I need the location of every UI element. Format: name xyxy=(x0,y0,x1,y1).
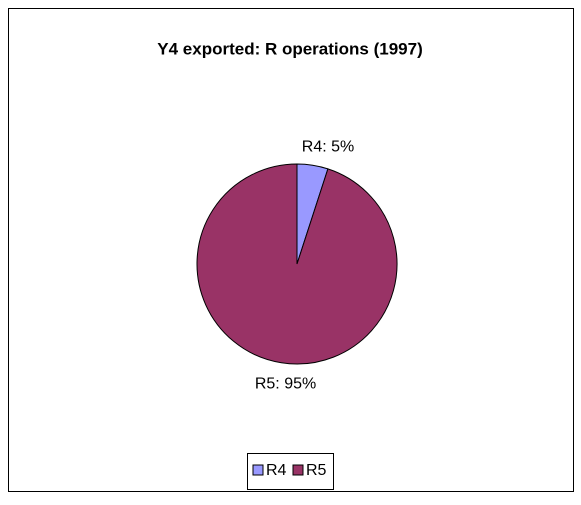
legend-label: R5 xyxy=(306,462,327,479)
pie-slice xyxy=(196,163,398,365)
chart-title: Y4 exported: R operations (1997) xyxy=(157,39,422,58)
data-label: R4: 5% xyxy=(302,139,354,156)
legend: R4 R5 xyxy=(247,453,334,490)
data-label: R5: 95% xyxy=(255,376,316,393)
legend-swatch xyxy=(252,464,264,476)
legend-swatch xyxy=(292,464,304,476)
legend-label: R4 xyxy=(266,462,287,479)
